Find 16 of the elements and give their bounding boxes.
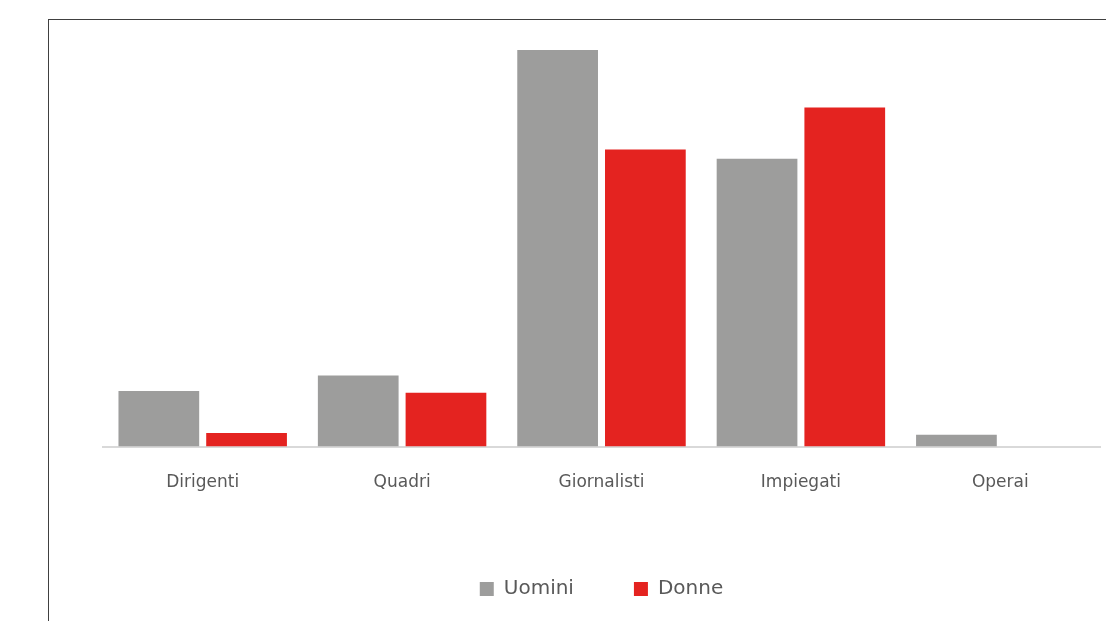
x-tick-label: Quadri	[373, 471, 431, 492]
bar	[118, 391, 200, 447]
bar	[317, 375, 399, 447]
bar	[206, 433, 287, 447]
bar	[716, 158, 798, 447]
legend-label: Uomini	[503, 575, 574, 600]
bar	[804, 107, 886, 447]
x-tick-label: Impiegati	[760, 471, 841, 492]
x-tick-label: Dirigenti	[166, 471, 240, 492]
bar	[605, 149, 686, 447]
x-tick-label: Giornalisti	[558, 471, 645, 492]
x-tick-label: Operai	[971, 471, 1029, 492]
bar	[405, 392, 487, 447]
bar	[916, 434, 997, 447]
legend-label: Donne	[657, 575, 724, 600]
bar	[517, 50, 598, 447]
